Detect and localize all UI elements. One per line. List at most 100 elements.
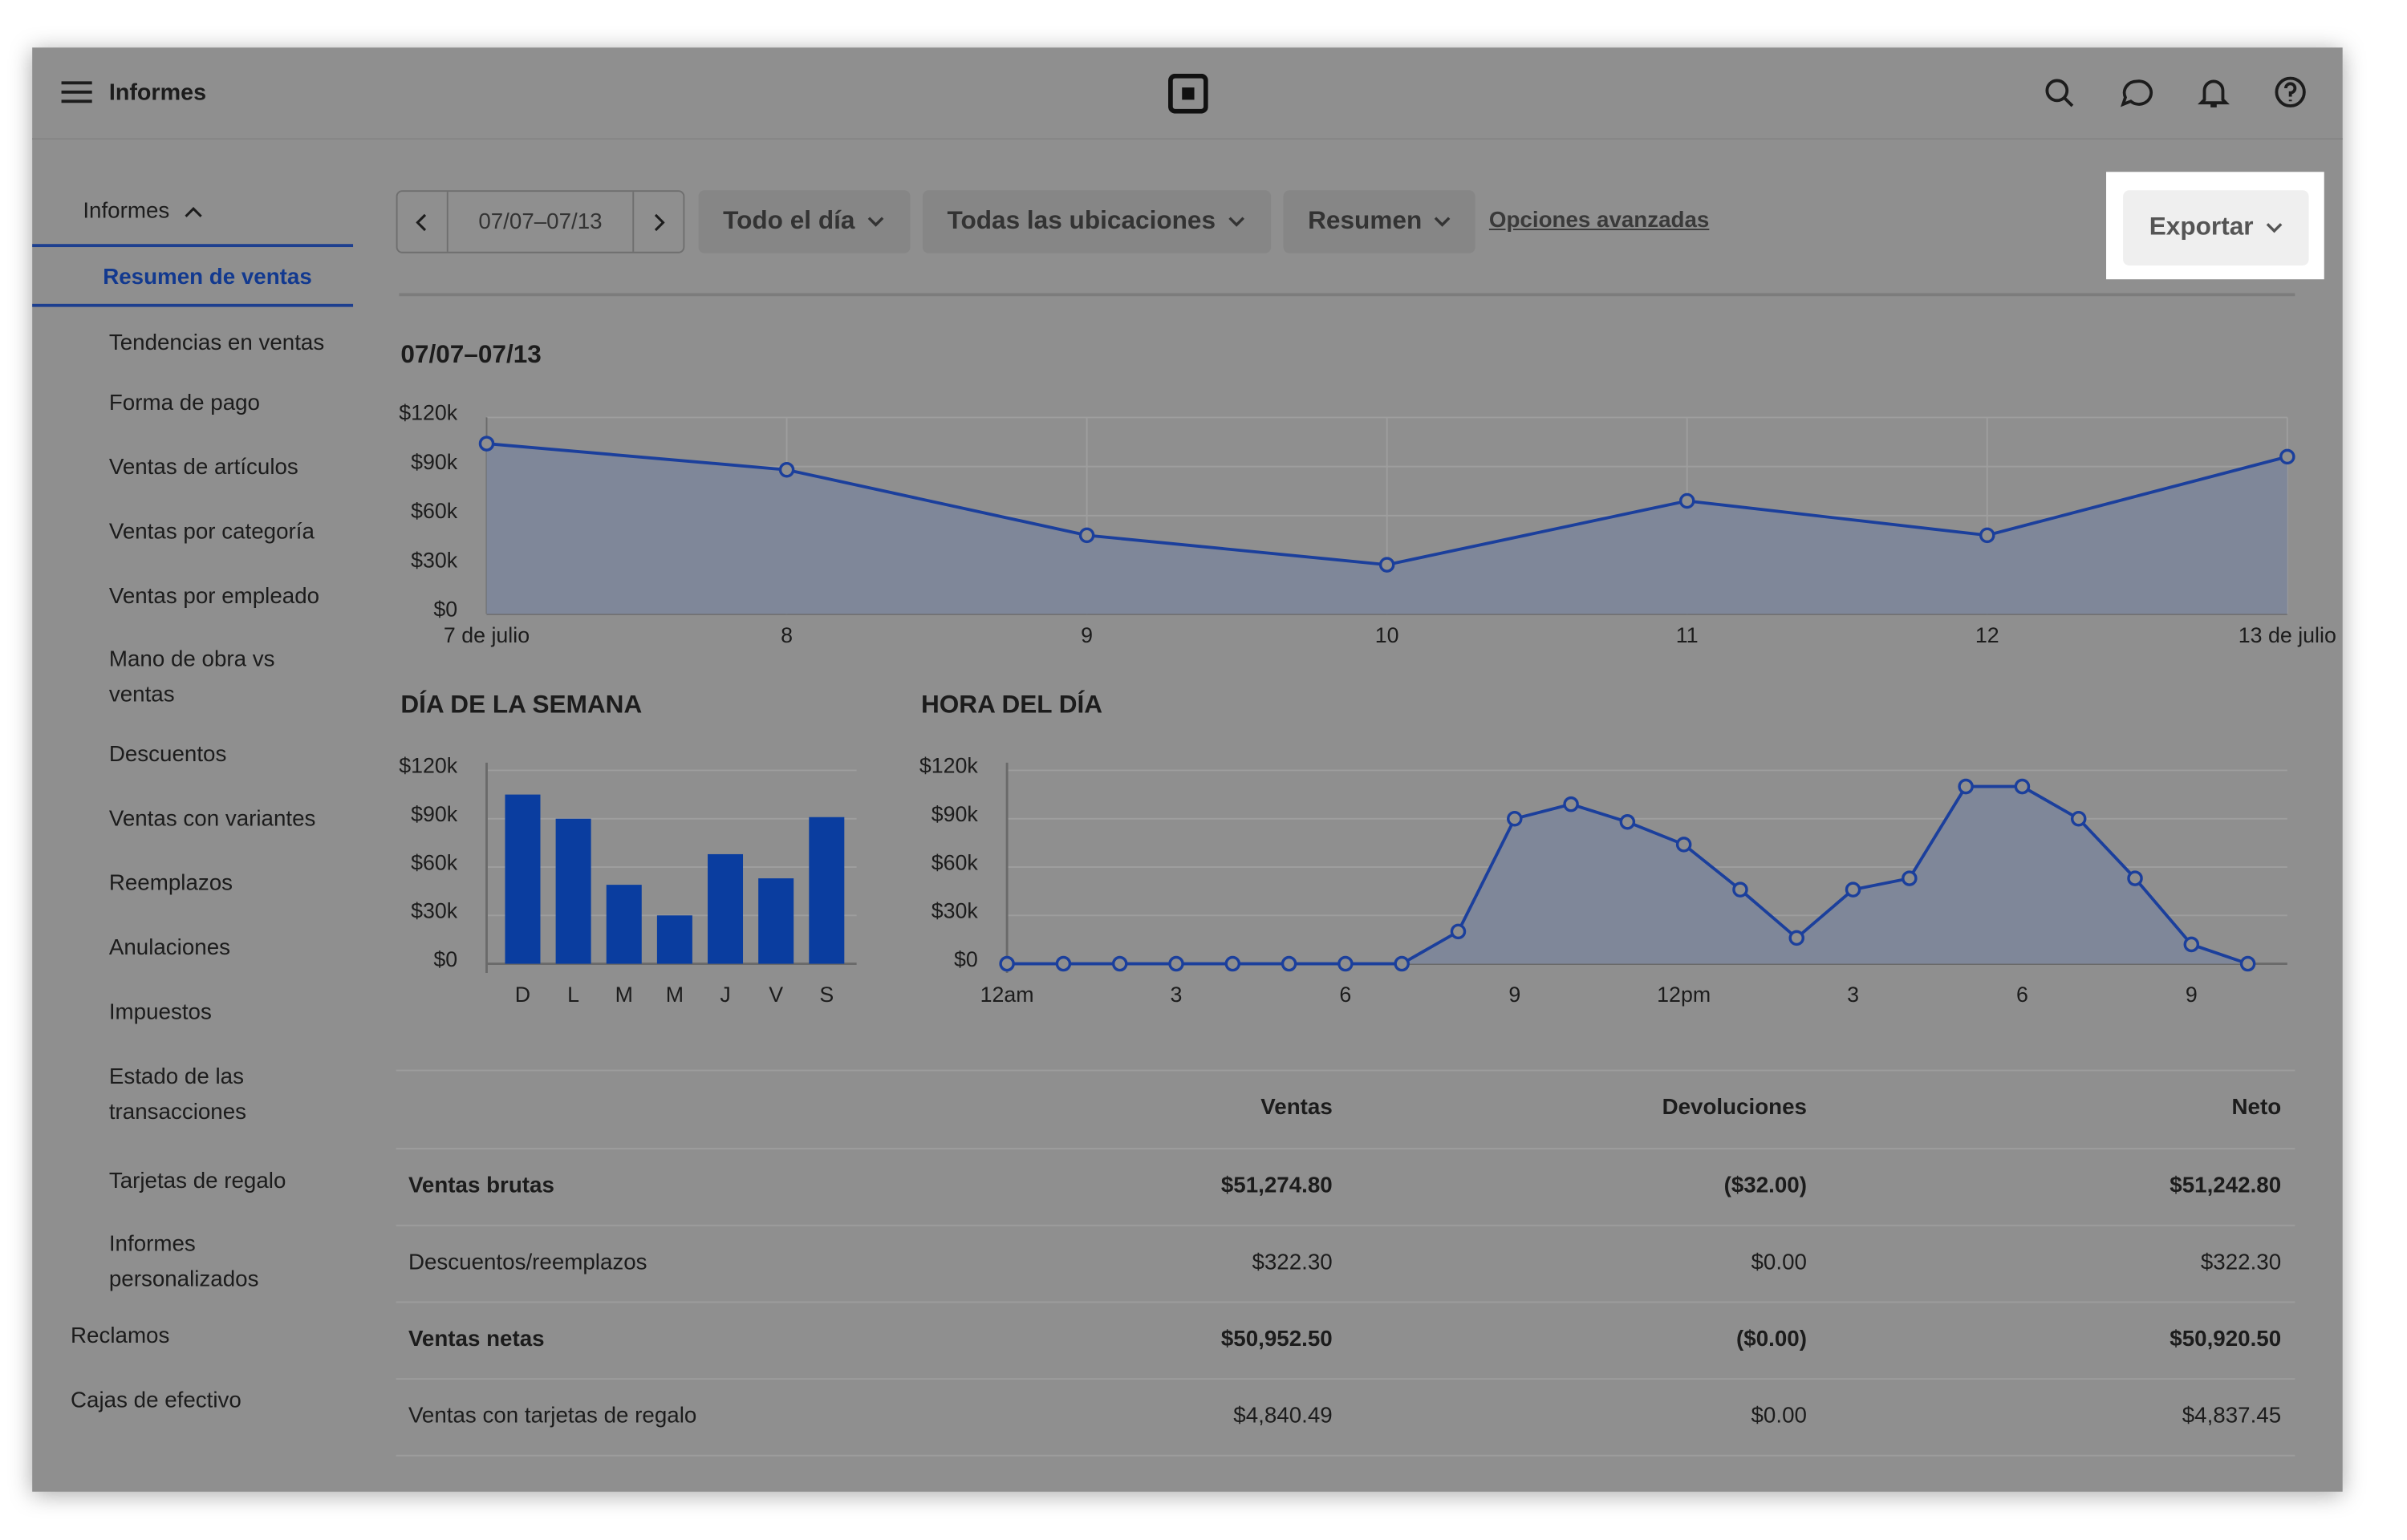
x-tick-label: 9: [2186, 983, 2198, 1007]
table-rule: [396, 1454, 2295, 1457]
sidebar-section[interactable]: Informes: [83, 200, 203, 224]
location-filter-label: Todas las ubicaciones: [947, 207, 1216, 235]
active-item-box[interactable]: Resumen de ventas: [32, 244, 354, 307]
menu-icon[interactable]: [61, 79, 92, 104]
logo[interactable]: [1168, 73, 1208, 114]
point: [2239, 955, 2256, 972]
row-label: Ventas brutas: [408, 1173, 554, 1199]
x-tick-label: 12pm: [1657, 983, 1711, 1007]
row-label: Ventas netas: [408, 1327, 545, 1352]
divider: [399, 293, 2295, 297]
y-tick-label: $120k: [399, 754, 458, 778]
point: [2127, 870, 2143, 886]
bar: [505, 794, 541, 964]
sidebar-item[interactable]: Tarjetas de regalo: [108, 1169, 286, 1194]
point: [1788, 930, 1805, 946]
sidebar-item[interactable]: Mano de obra vs ventas: [108, 647, 275, 708]
bar: [555, 818, 591, 964]
point: [1078, 527, 1095, 544]
chat-icon[interactable]: [2120, 79, 2153, 107]
sidebar-item[interactable]: Informes personalizados: [108, 1232, 259, 1292]
point: [1378, 557, 1395, 573]
cell-value: $51,242.80: [2170, 1173, 2282, 1199]
point: [1111, 955, 1128, 972]
sidebar-item[interactable]: Forma de pago: [108, 391, 261, 416]
export-highlight: Exportar: [2106, 172, 2324, 280]
sidebar-item[interactable]: Reclamos: [71, 1324, 170, 1349]
prev-button[interactable]: [398, 192, 449, 252]
view-filter[interactable]: Resumen: [1283, 190, 1475, 253]
point: [1055, 955, 1072, 972]
y-tick-label: $90k: [411, 450, 458, 474]
y-tick-label: $90k: [411, 802, 458, 826]
caret-up: [185, 207, 203, 217]
area: [486, 444, 2287, 614]
sidebar-item[interactable]: Tendencias en ventas: [108, 331, 325, 356]
sidebar-item[interactable]: Reemplazos: [108, 871, 233, 897]
help-icon[interactable]: [2275, 76, 2306, 107]
time-filter[interactable]: Todo el día: [698, 190, 911, 253]
y-tick-label: $60k: [411, 850, 458, 874]
y-tick-label: $90k: [932, 802, 979, 826]
point: [1732, 881, 1748, 898]
table-rule: [396, 1224, 2295, 1226]
y-tick-label: $30k: [932, 899, 979, 923]
cell-value: $51,274.80: [1220, 1173, 1333, 1199]
export-button[interactable]: Exportar: [2123, 190, 2309, 266]
row-label: Descuentos/reemplazos: [408, 1250, 647, 1275]
cell-value: ($32.00): [1723, 1173, 1807, 1199]
x-tick-label: L: [567, 983, 579, 1007]
bar: [809, 817, 845, 964]
x-tick-label: 3: [1171, 983, 1183, 1007]
sidebar-item[interactable]: Estado de las transacciones: [108, 1064, 247, 1125]
table-rule: [396, 1301, 2295, 1303]
x-tick-label: 6: [1339, 983, 1351, 1007]
search-icon[interactable]: [2045, 79, 2074, 107]
sidebar-item[interactable]: Anulaciones: [108, 936, 230, 961]
point: [1675, 837, 1692, 853]
x-tick-label: 11: [1676, 623, 1699, 647]
area: [1007, 786, 2248, 964]
x-tick-label: 7 de julio: [444, 623, 530, 647]
point: [778, 461, 795, 478]
y-tick-label: $120k: [399, 401, 458, 425]
sidebar-item[interactable]: Cajas de efectivo: [71, 1388, 242, 1414]
advanced-options[interactable]: Opciones avanzadas: [1488, 209, 1710, 233]
y-tick-label: $30k: [411, 548, 458, 572]
sidebar-item[interactable]: Impuestos: [108, 1000, 212, 1026]
cell-value: $4,837.45: [2182, 1404, 2282, 1429]
bar: [758, 878, 794, 964]
x-tick-label: 12am: [980, 983, 1034, 1007]
time-filter-label: Todo el día: [723, 207, 855, 235]
point: [478, 436, 495, 452]
point: [1563, 796, 1579, 813]
y-tick-label: $0: [433, 947, 457, 971]
x-tick-label: 13 de julio: [2239, 623, 2336, 647]
header-icons: [2045, 76, 2306, 107]
point: [1450, 923, 1467, 940]
next-button[interactable]: [632, 192, 683, 252]
cell-value: ($0.00): [1736, 1327, 1807, 1352]
x-tick-label: M: [615, 983, 633, 1007]
y-tick-label: $0: [954, 947, 978, 971]
point: [1224, 955, 1241, 972]
x-tick-label: J: [720, 983, 730, 1007]
date-range[interactable]: 07/07–07/13: [478, 209, 603, 234]
y-tick-label: $60k: [932, 850, 979, 874]
sidebar-item[interactable]: Ventas con variantes: [108, 807, 316, 833]
x-tick-label: 3: [1847, 983, 1859, 1007]
bar: [708, 853, 744, 964]
point: [2183, 936, 2200, 953]
sidebar-item[interactable]: Ventas por categoría: [108, 520, 315, 545]
cell-value: $4,840.49: [1233, 1404, 1333, 1429]
point: [1394, 955, 1410, 972]
sidebar-item[interactable]: Descuentos: [108, 743, 227, 768]
bell-icon[interactable]: [2198, 79, 2230, 107]
point: [1845, 881, 1861, 898]
y-tick-label: $120k: [919, 754, 979, 778]
export-label: Exportar: [2149, 213, 2254, 241]
point: [1979, 527, 1995, 544]
sidebar-item[interactable]: Ventas por empleado: [108, 584, 320, 610]
location-filter[interactable]: Todas las ubicaciones: [922, 190, 1272, 253]
sidebar-item[interactable]: Ventas de artículos: [108, 456, 298, 480]
